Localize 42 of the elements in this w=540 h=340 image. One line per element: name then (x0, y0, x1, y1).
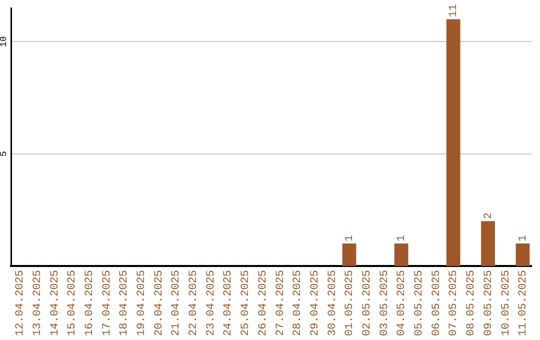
x-tick-label: 07.05.2025 (448, 270, 460, 336)
x-tick-label: 24.04.2025 (222, 270, 235, 336)
x-tick-label: 28.04.2025 (292, 270, 304, 336)
x-tick-label: 05.05.2025 (414, 270, 426, 336)
x-tick-label: 26.04.2025 (257, 270, 270, 336)
data-label: 1 (396, 234, 408, 242)
x-tick-label: 15.04.2025 (66, 270, 79, 336)
x-tick-label: 29.04.2025 (309, 270, 322, 336)
data-label: 1 (518, 234, 530, 242)
x-tick-label: 22.04.2025 (188, 270, 200, 336)
x-tick-label: 10.05.2025 (500, 270, 512, 336)
x-tick-label: 01.05.2025 (344, 270, 356, 336)
bar (446, 19, 460, 266)
x-tick-label: 09.05.2025 (482, 270, 495, 336)
bar (516, 244, 530, 266)
x-tick-label: 06.05.2025 (430, 270, 443, 336)
x-tick-label: 21.04.2025 (170, 270, 183, 336)
x-tick-label: 16.04.2025 (84, 270, 96, 336)
x-tick-label: 17.04.2025 (101, 270, 114, 336)
y-tick-label: 10 (0, 36, 9, 48)
x-tick-label: 18.04.2025 (118, 270, 131, 336)
bar (342, 244, 356, 266)
x-tick-label: 13.04.2025 (32, 270, 44, 336)
data-label: 11 (448, 4, 460, 18)
bar (481, 221, 495, 266)
x-tick-label: 23.04.2025 (205, 270, 218, 336)
x-tick-label: 19.04.2025 (136, 270, 148, 336)
x-tick-label: 20.04.2025 (153, 270, 166, 336)
data-label: 2 (482, 212, 495, 220)
x-tick-label: 12.04.2025 (14, 270, 27, 336)
x-tick-label: 04.05.2025 (396, 270, 408, 336)
data-label: 1 (344, 234, 356, 242)
x-tick-label: 02.05.2025 (362, 270, 374, 336)
x-tick-label: 14.04.2025 (49, 270, 62, 336)
y-tick-label: 5 (0, 151, 9, 157)
x-tick-label: 27.04.2025 (274, 270, 287, 336)
x-tick-label: 25.04.2025 (240, 270, 252, 336)
x-tick-label: 11.05.2025 (518, 270, 530, 336)
x-tick-label: 30.04.2025 (326, 270, 339, 336)
bar (394, 244, 408, 266)
x-tick-label: 08.05.2025 (466, 270, 478, 336)
x-tick-label: 03.05.2025 (378, 270, 391, 336)
